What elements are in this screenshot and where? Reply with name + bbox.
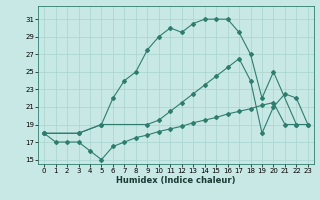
X-axis label: Humidex (Indice chaleur): Humidex (Indice chaleur) xyxy=(116,176,236,185)
